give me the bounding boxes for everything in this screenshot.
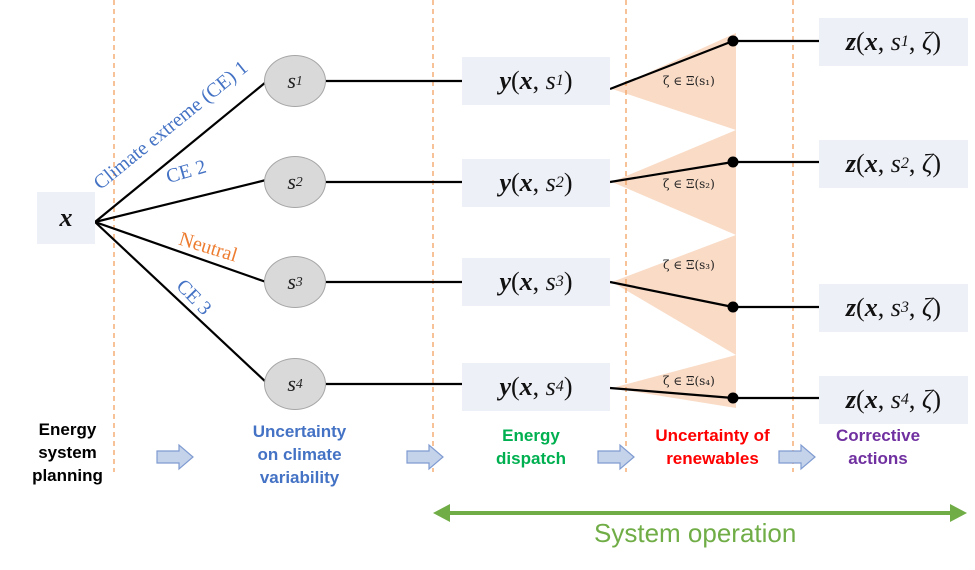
stage-arrow-1 xyxy=(156,443,194,471)
uncertainty-set-label-2: ζ ∈ Ξ(s₂) xyxy=(663,177,715,191)
edge-root-s2 xyxy=(94,178,267,224)
renewable-node-dot-4 xyxy=(727,392,739,404)
edge-dispatch3-node xyxy=(609,280,734,309)
stage-arrow-3 xyxy=(597,443,635,471)
edge-root-s3 xyxy=(94,220,267,284)
system-operation-arrow-left-head xyxy=(433,504,450,522)
uncertainty-fan-1 xyxy=(612,33,736,130)
uncertainty-set-label-4: ζ ∈ Ξ(s₄) xyxy=(663,374,715,388)
dispatch-box-3: y(x, s 3) xyxy=(462,258,610,306)
uncertainty-fan-2 xyxy=(612,130,736,235)
dispatch-box-1: y(x, s 1) xyxy=(462,57,610,105)
renewable-node-dot-1 xyxy=(727,35,739,47)
stage-label-energy-dispatch: Energy dispatch xyxy=(496,426,566,468)
edge-root-s4 xyxy=(94,221,269,385)
stage-arrow-4 xyxy=(778,443,816,471)
stage-label-corrective-actions: Corrective actions xyxy=(835,426,921,468)
root-planning-box: x xyxy=(37,192,95,244)
edge-dispatch2-node xyxy=(609,160,734,184)
edge-dispatch1-node xyxy=(609,39,734,91)
renewable-node-dot-2 xyxy=(727,156,739,168)
uncertainty-set-label-1: ζ ∈ Ξ(s₁) xyxy=(663,74,715,88)
dispatch-box-4: y(x, s 4) xyxy=(462,363,610,411)
system-operation-arrow-right-head xyxy=(950,504,967,522)
renewable-node-dot-3 xyxy=(727,301,739,313)
system-operation-label: System operation xyxy=(594,518,797,548)
edge-root-s1 xyxy=(94,81,267,223)
root-variable: x xyxy=(59,203,73,232)
stage-label-climate-uncertainty: Uncertainty on climate variability xyxy=(252,422,347,487)
stage-label-renewable-uncertainty: Uncertainty of renewables xyxy=(655,426,770,468)
uncertainty-set-label-3: ζ ∈ Ξ(s₃) xyxy=(663,258,715,272)
dispatch-box-2: y(x, s 2) xyxy=(462,159,610,207)
stage-label-planning: Energy system planning xyxy=(32,420,103,485)
edge-dispatch4-node xyxy=(609,386,734,400)
stage-arrow-2 xyxy=(406,443,444,471)
